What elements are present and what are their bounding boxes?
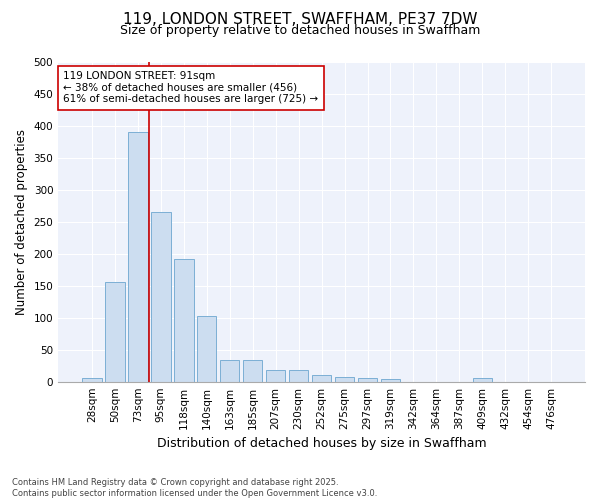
- Y-axis label: Number of detached properties: Number of detached properties: [15, 128, 28, 314]
- Text: 119 LONDON STREET: 91sqm
← 38% of detached houses are smaller (456)
61% of semi-: 119 LONDON STREET: 91sqm ← 38% of detach…: [64, 71, 319, 104]
- Bar: [82, 378, 101, 382]
- X-axis label: Distribution of detached houses by size in Swaffham: Distribution of detached houses by size …: [157, 437, 487, 450]
- Bar: [151, 212, 170, 382]
- Bar: [381, 379, 400, 382]
- Bar: [243, 360, 262, 382]
- Text: 119, LONDON STREET, SWAFFHAM, PE37 7DW: 119, LONDON STREET, SWAFFHAM, PE37 7DW: [123, 12, 477, 28]
- Text: Contains HM Land Registry data © Crown copyright and database right 2025.
Contai: Contains HM Land Registry data © Crown c…: [12, 478, 377, 498]
- Bar: [174, 258, 194, 382]
- Bar: [197, 316, 217, 382]
- Bar: [220, 360, 239, 382]
- Text: Size of property relative to detached houses in Swaffham: Size of property relative to detached ho…: [120, 24, 480, 37]
- Bar: [128, 132, 148, 382]
- Bar: [312, 376, 331, 382]
- Bar: [335, 376, 355, 382]
- Bar: [105, 282, 125, 382]
- Bar: [266, 370, 286, 382]
- Bar: [473, 378, 492, 382]
- Bar: [289, 370, 308, 382]
- Bar: [358, 378, 377, 382]
